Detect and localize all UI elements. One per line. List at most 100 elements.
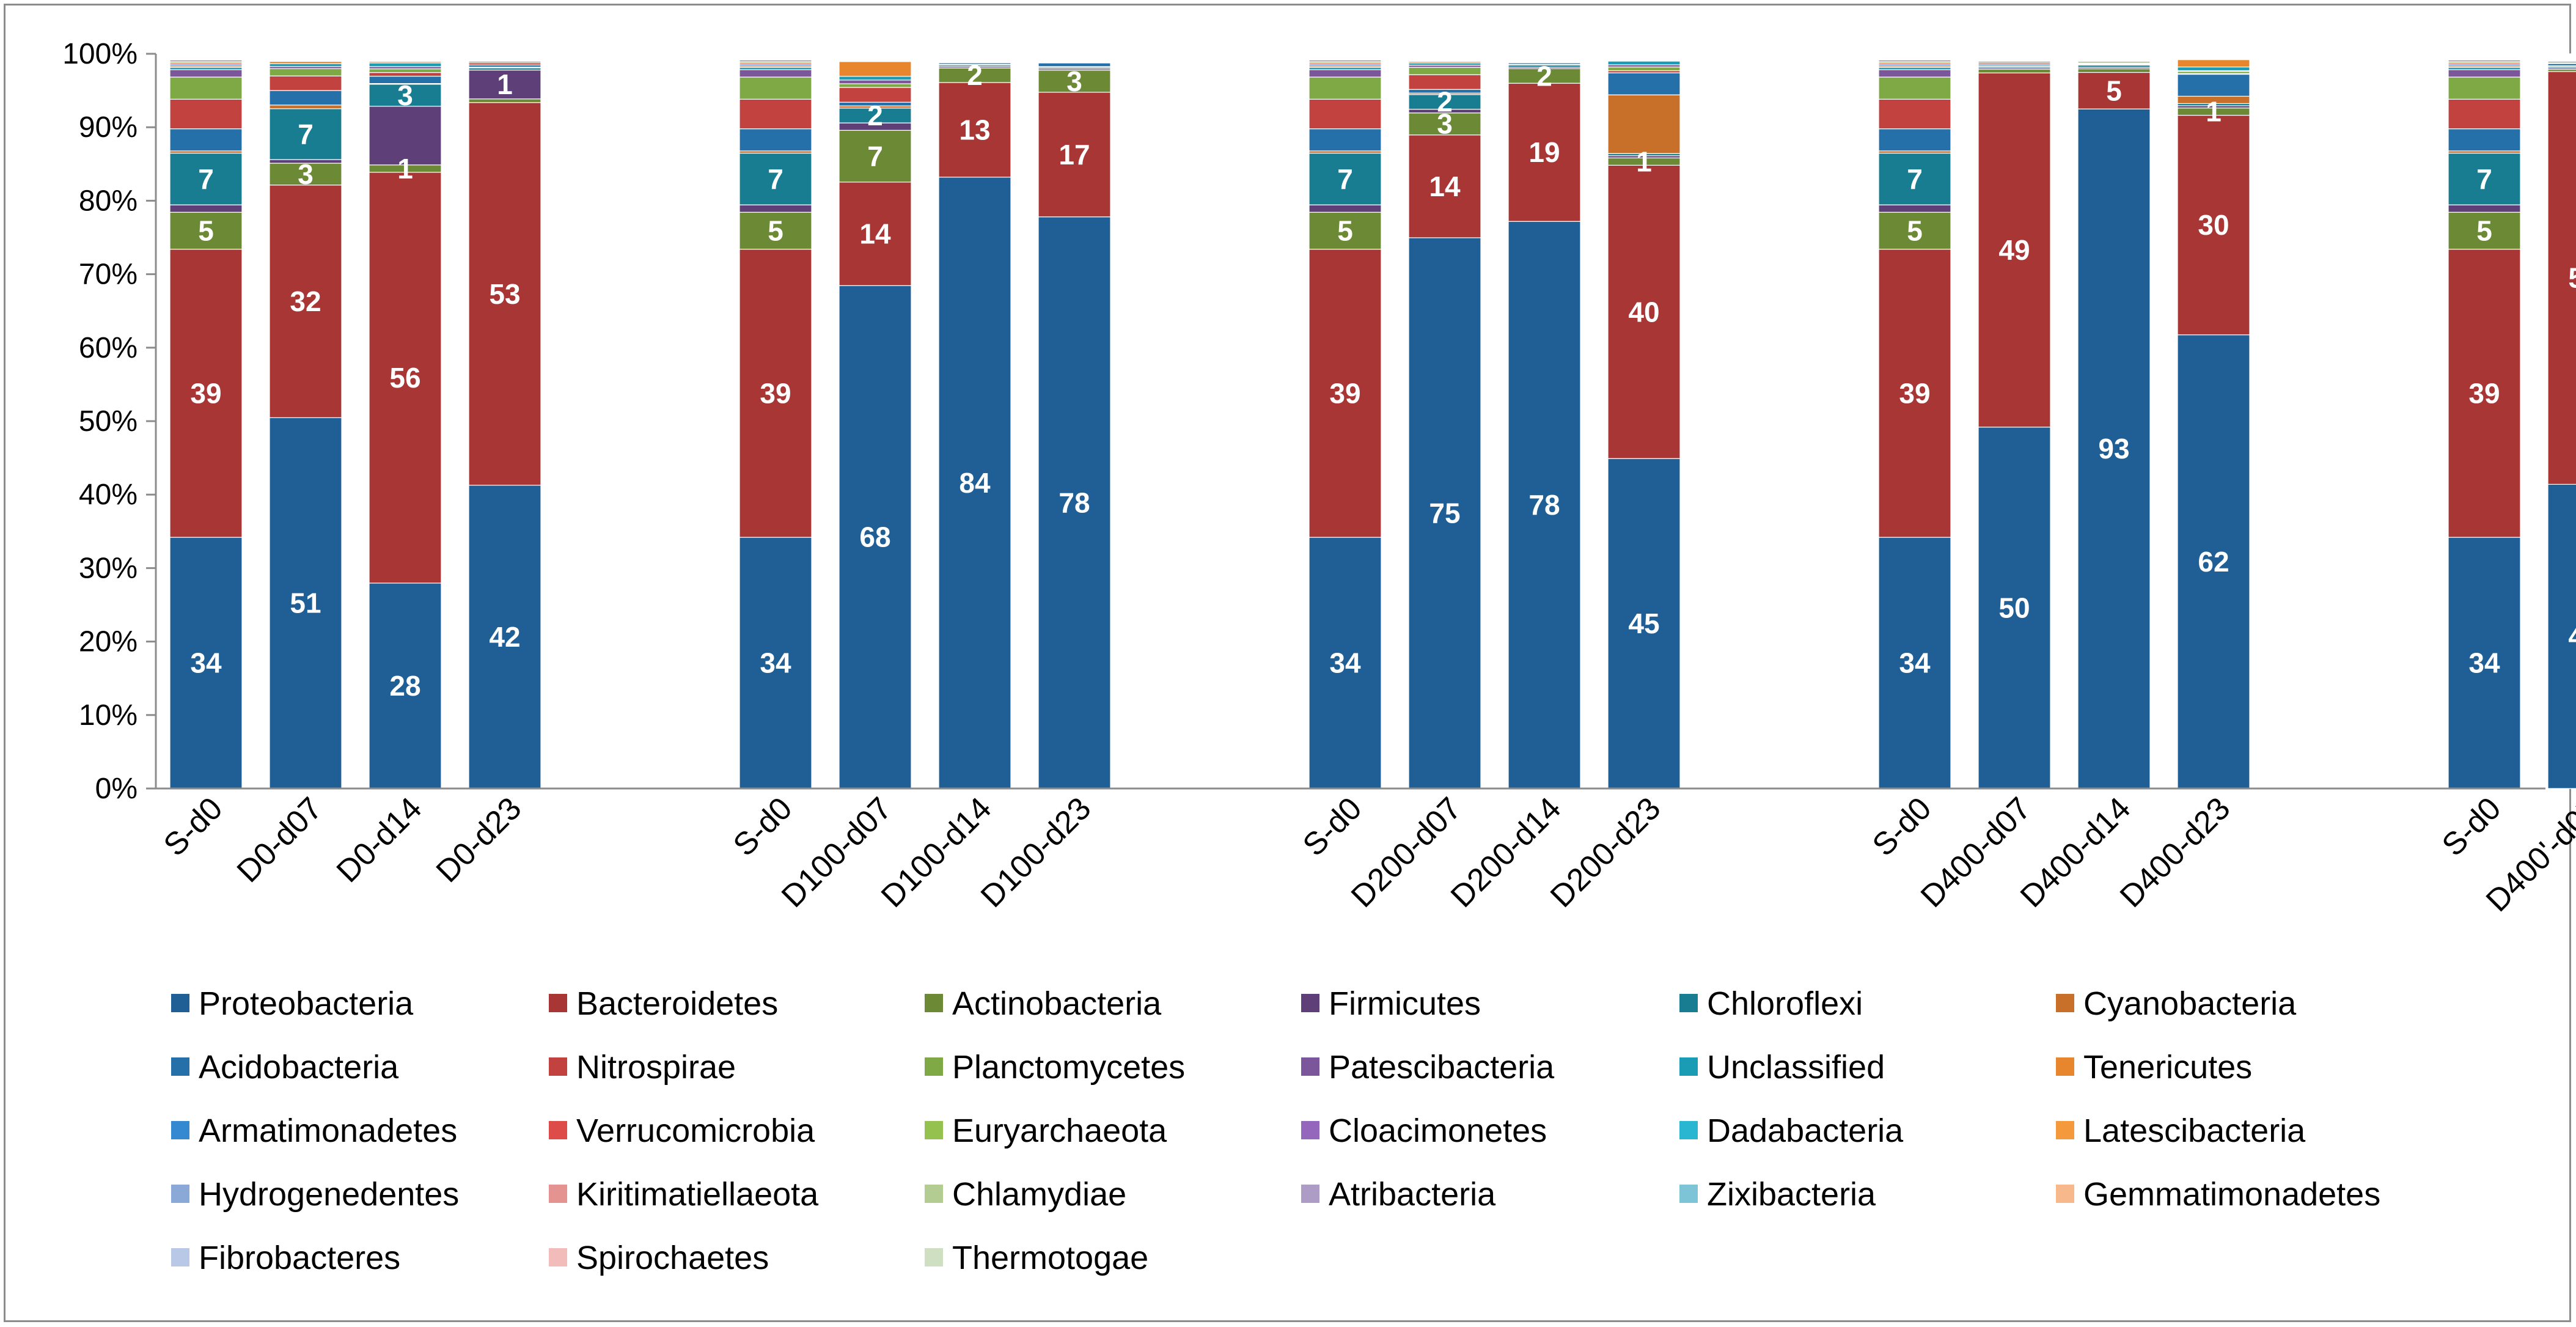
bar-segment-bacteroidetes — [2077, 72, 2151, 109]
bar-segment-unclassified — [1607, 61, 1681, 65]
y-tick-label: 60% — [79, 332, 138, 364]
x-tick-label: S-d0 — [1866, 790, 1939, 863]
bar-segment-proteobacteria — [169, 537, 243, 789]
bar-segment-proteobacteria — [1408, 237, 1481, 789]
bar-segment-planctomycetes — [1308, 76, 1382, 100]
legend-label: Thermotogae — [952, 1240, 1148, 1276]
legend-swatch — [549, 1248, 567, 1266]
bar-segment-bacteroidetes — [2547, 71, 2576, 485]
data-label: 7 — [2476, 163, 2492, 195]
legend-swatch — [2056, 1057, 2074, 1076]
bar-segment-nitrospirae — [369, 72, 442, 77]
bar-segment-firmicutes — [169, 204, 243, 213]
bar-segment-acidobacteria — [1878, 128, 1951, 152]
x-tick-label: D400-d14 — [2014, 790, 2138, 914]
x-tick-label: D100-d14 — [875, 790, 999, 914]
bar-segment-nitrospirae — [1308, 98, 1382, 130]
data-label: 2 — [1437, 86, 1453, 118]
data-label: 39 — [1899, 377, 1930, 409]
bar-segment-actinobacteria — [739, 211, 812, 250]
x-tick-label: D0-d14 — [330, 790, 429, 889]
legend-swatch — [549, 1185, 567, 1203]
x-tick-label: D400-d23 — [2113, 790, 2237, 914]
bar-segment-planctomycetes — [1408, 67, 1481, 75]
data-label: 50 — [1998, 592, 2030, 623]
data-label: 7 — [1337, 163, 1353, 195]
legend-swatch — [549, 994, 567, 1012]
bar-segment-chloroflexi — [369, 84, 442, 107]
y-tick-label: 100% — [62, 38, 138, 70]
data-label: 1 — [1636, 145, 1652, 177]
x-tick-label: S-d0 — [727, 790, 799, 863]
y-tick-label: 10% — [79, 699, 138, 732]
data-label: 3 — [397, 79, 413, 111]
legend-swatch — [1301, 1057, 1319, 1076]
legend-swatch — [171, 1248, 189, 1266]
data-label: 3 — [1437, 108, 1453, 140]
data-label: 5 — [768, 215, 783, 246]
bar-segment-proteobacteria — [1038, 216, 1111, 789]
bar-segment-proteobacteria — [2177, 334, 2250, 789]
data-label: 57 — [2568, 262, 2576, 294]
data-label: 30 — [2198, 209, 2229, 241]
legend-label: Acidobacteria — [199, 1049, 399, 1086]
y-tick-label: 80% — [79, 185, 138, 217]
legend-swatch — [171, 1185, 189, 1203]
y-tick-label: 0% — [95, 773, 138, 805]
bar-segment-acidobacteria — [2177, 73, 2250, 97]
bar-segment-proteobacteria — [1508, 221, 1581, 789]
data-label: 51 — [290, 587, 321, 619]
x-tick-label: D0-d23 — [430, 790, 529, 889]
legend-swatch — [1301, 1121, 1319, 1139]
bar-segment-planctomycetes — [369, 68, 442, 73]
data-label: 2 — [967, 59, 983, 91]
bar-segment-bacteroidetes — [2177, 114, 2250, 336]
x-tick-label: D400-d07 — [1914, 790, 2038, 914]
data-label: 5 — [2476, 215, 2492, 246]
data-label: 3 — [298, 158, 314, 190]
data-label: 42 — [489, 621, 520, 653]
y-tick-label: 90% — [79, 111, 138, 144]
x-tick-label: D0-d07 — [230, 790, 329, 889]
legend-swatch — [2056, 1121, 2074, 1139]
legend-swatch — [1679, 1185, 1698, 1203]
segment-labels: 3439575132372856134253134395768147284132… — [190, 59, 2576, 702]
legend-label: Nitrospirae — [576, 1049, 736, 1086]
legend-label: Zixibacteria — [1707, 1176, 1876, 1213]
data-label: 14 — [859, 218, 891, 250]
data-label: 39 — [2468, 377, 2500, 409]
x-axis-labels: S-d0 D0-d07 D0-d14 D0-d23 S-d0D100-d07D100-d… — [157, 790, 2576, 919]
legend-label: Hydrogenedentes — [199, 1176, 459, 1213]
bar-segment-bacteroidetes — [468, 102, 541, 486]
bar-segment-acidobacteria — [2448, 128, 2521, 152]
data-label: 5 — [198, 215, 214, 246]
bar-segment-chloroflexi — [838, 108, 912, 123]
legend-swatch — [925, 1057, 943, 1076]
bar-segment-unclassified — [369, 62, 442, 67]
data-label: 39 — [190, 377, 221, 409]
bar-segment-acidobacteria — [1308, 128, 1382, 152]
data-label: 49 — [1998, 234, 2030, 266]
bar-segment-bacteroidetes — [1878, 249, 1951, 538]
y-tick-label: 70% — [79, 259, 138, 291]
legend-swatch — [1301, 994, 1319, 1012]
bar-segment-patescibacteria — [1308, 69, 1382, 78]
bar-segment-firmicutes — [2547, 67, 2576, 70]
data-label: 1 — [497, 68, 513, 100]
bar-segment-proteobacteria — [1978, 427, 2051, 789]
bar-segment-planctomycetes — [1607, 66, 1681, 72]
legend-swatch — [2056, 1185, 2074, 1203]
legend-label: Kiritimatiellaeota — [576, 1176, 819, 1213]
bar-segment-nitrospirae — [739, 98, 812, 130]
bar-segment-actinobacteria — [2077, 68, 2151, 73]
bar-segment-chloroflexi — [269, 108, 342, 160]
bar-segment-proteobacteria — [1878, 537, 1951, 789]
bar-segment-nitrospirae — [2448, 98, 2521, 130]
bar-segment-nitrospirae — [1878, 98, 1951, 130]
bar-segment-bacteroidetes — [838, 182, 912, 286]
data-label: 3 — [1066, 65, 1082, 97]
data-label: 1 — [2206, 96, 2222, 128]
x-tick-label: D200-d07 — [1345, 790, 1469, 914]
bar-segment-firmicutes — [1878, 204, 1951, 213]
